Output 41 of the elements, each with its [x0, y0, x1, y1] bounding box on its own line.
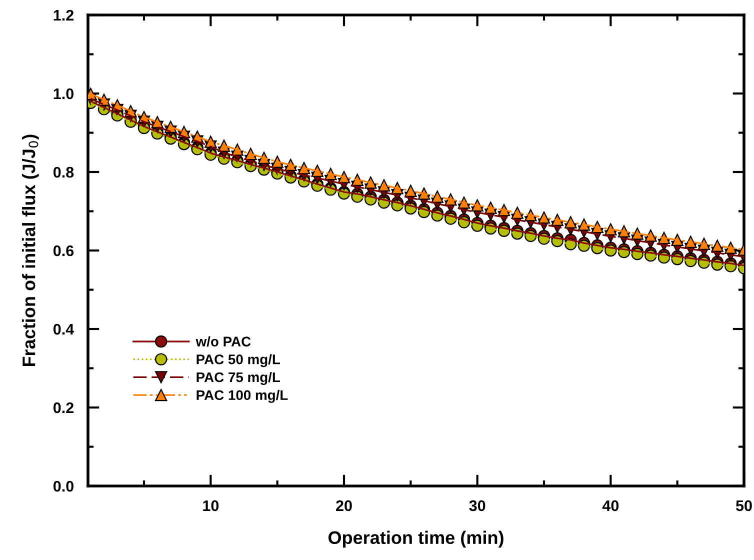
legend-label: PAC 75 mg/L [196, 372, 280, 385]
y-tick-label: 0.8 [53, 166, 74, 178]
point [631, 228, 644, 240]
y-tick-label: 1.0 [54, 88, 74, 100]
legend-label: PAC 50 mg/L [196, 354, 280, 368]
point [151, 116, 164, 128]
legend-label: w/o PAC [196, 336, 251, 347]
x-tick-label: 10 [203, 500, 219, 512]
point [618, 225, 630, 238]
x-tick-label: 40 [602, 500, 619, 512]
point [524, 209, 537, 222]
point [404, 184, 417, 197]
x-axis-title: Operation time (min) [328, 530, 504, 548]
y-tick-label: 0.4 [53, 324, 74, 335]
y-tick-label: 0.6 [53, 245, 74, 256]
point [378, 179, 390, 192]
point [511, 206, 524, 219]
y-axis-title: Fraction of initial flux (J/J$_{0}$) [22, 134, 39, 366]
x-tick-label: 20 [336, 500, 352, 512]
x-tick-label: 50 [736, 500, 752, 512]
point [658, 232, 670, 244]
point [724, 242, 737, 254]
point [431, 190, 444, 203]
point [564, 216, 577, 228]
point [604, 223, 617, 236]
point [484, 202, 497, 214]
point [271, 156, 284, 168]
y-tick-label: 0.0 [53, 480, 74, 492]
y-tick-label: 0.2 [53, 402, 74, 414]
point [258, 152, 270, 164]
point [538, 211, 550, 224]
point [644, 229, 657, 242]
point [671, 234, 684, 246]
point [591, 220, 604, 234]
point [311, 164, 324, 177]
legend-label: PAC 100 mg/L [196, 390, 288, 403]
y-tick-label: 1.2 [54, 10, 74, 21]
x-tick-label: 30 [469, 500, 486, 512]
point [351, 174, 364, 186]
point [711, 240, 724, 252]
point [684, 236, 697, 248]
